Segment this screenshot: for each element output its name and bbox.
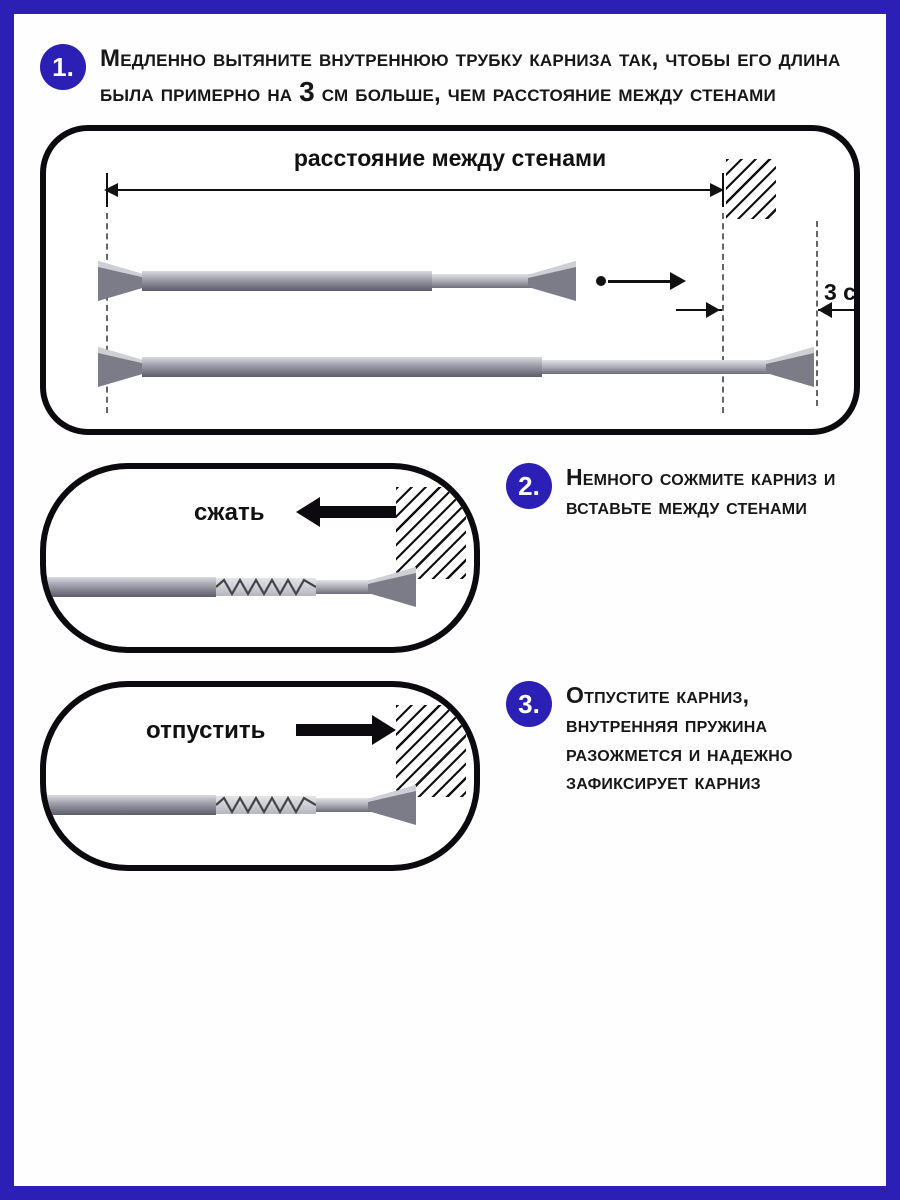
step2-badge: 2.	[506, 463, 552, 509]
extend-arrow-icon	[596, 276, 686, 286]
wall-hatch-p2	[396, 487, 466, 579]
step2-text: Немного сожмите карниз и вставьте между …	[566, 463, 860, 521]
rod-p3-outer	[46, 795, 216, 815]
step3-action-label: отпустить	[146, 717, 265, 745]
wall-hatch-top	[726, 159, 776, 219]
rod-p2-spring	[216, 578, 316, 596]
infographic-frame: 1. Медленно вытяните внутреннюю трубку к…	[0, 0, 900, 1200]
diagram-panel-1: расстояние между стенами 3 см	[40, 125, 860, 435]
step2-row: сжать 2. Немного сожмите карниз и вставь…	[40, 463, 860, 653]
rod-p3-cup	[368, 785, 416, 825]
rod-p2-outer	[46, 577, 216, 597]
guide-dash-wall-right	[722, 213, 724, 413]
rod2-cup-left	[98, 347, 146, 387]
rod1-inner-tube	[432, 274, 532, 288]
compress-arrow-icon	[296, 497, 406, 527]
rod-p2-inner	[316, 580, 372, 594]
rod2-inner-tube	[542, 360, 770, 374]
step3-badge: 3.	[506, 681, 552, 727]
step2-text-col: 2. Немного сожмите карниз и вставьте меж…	[506, 463, 860, 521]
step3-row: отпустить 3. Отпустите карниз, внутрення…	[40, 681, 860, 871]
release-arrow-icon	[286, 715, 396, 745]
wall-hatch-p3	[396, 705, 466, 797]
step2-action-label: сжать	[194, 499, 265, 527]
diagram-panel-3: отпустить	[40, 681, 480, 871]
wall-distance-dimension-line	[106, 189, 722, 191]
step3-text: Отпустите карниз, внутренняя пружина раз…	[566, 681, 860, 796]
rod-p3-spring	[216, 796, 316, 814]
rod2-cup-right	[766, 347, 814, 387]
step1-row: 1. Медленно вытяните внутреннюю трубку к…	[40, 44, 860, 109]
step1-text-b: см больше, чем расстояние между стенами	[315, 80, 776, 107]
rod1-outer-tube	[142, 271, 432, 291]
step1-big-number: 3	[299, 76, 315, 107]
step1-text: Медленно вытяните внутреннюю трубку карн…	[100, 44, 860, 109]
dim-tick-left	[106, 173, 108, 207]
rod-p2-cup	[368, 567, 416, 607]
rod-p3-inner	[316, 798, 372, 812]
step1-badge: 1.	[40, 44, 86, 90]
diagram-panel-2: сжать	[40, 463, 480, 653]
rod1-cup-right	[528, 261, 576, 301]
rod2-outer-tube	[142, 357, 542, 377]
step3-text-col: 3. Отпустите карниз, внутренняя пружина …	[506, 681, 860, 796]
rod1-cup-left	[98, 261, 146, 301]
dim-tick-right	[722, 173, 724, 207]
